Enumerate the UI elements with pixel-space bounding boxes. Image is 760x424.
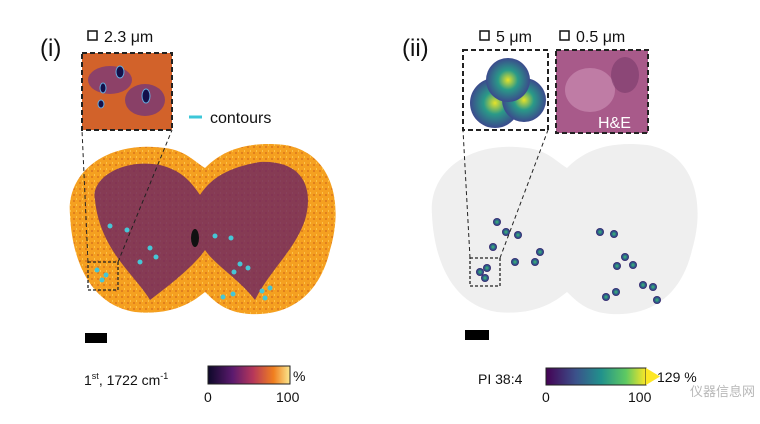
colorbar — [545, 367, 647, 386]
scale-bar — [465, 330, 489, 340]
he-scale: 0.5 μm — [576, 29, 625, 46]
tissue-section — [69, 129, 336, 315]
he-image: H&E — [555, 49, 649, 134]
panel-ii: (ii) 5 μm 0.5 μm H&E PI 38:4 129 % 0 — [402, 29, 698, 405]
inset-scale: 5 μm — [496, 29, 532, 46]
colorbar-extension — [646, 368, 660, 385]
colorbar — [207, 365, 291, 385]
legend-label: contours — [210, 110, 271, 127]
title-part: 1 — [84, 372, 92, 388]
scale-icon — [479, 30, 490, 41]
colorbar-over: 129 % — [657, 369, 697, 385]
colorbar-title: PI 38:4 — [478, 371, 523, 387]
tissue-section — [431, 129, 698, 315]
inset-scale: 2.3 μm — [104, 29, 153, 46]
panel-label: (i) — [40, 35, 61, 62]
colorbar-unit: % — [293, 368, 305, 384]
title-part: , 1722 cm — [99, 372, 160, 388]
title-part: -1 — [160, 371, 168, 381]
colorbar-max: 100 — [276, 389, 300, 405]
inset-image — [81, 52, 173, 131]
scale-icon — [87, 30, 98, 41]
scale-bar — [85, 333, 107, 343]
title-part: st — [92, 371, 100, 381]
inset-image — [462, 49, 549, 131]
watermark: 仪器信息网 — [690, 384, 755, 399]
panel-i: (i) 2.3 μm contours 1st, 1722 cm-1 % 0 1… — [40, 29, 336, 405]
scale-icon — [559, 30, 570, 41]
colorbar-min: 0 — [542, 389, 550, 405]
colorbar-max: 100 — [628, 389, 652, 405]
colorbar-title: 1st, 1722 cm-1 — [84, 371, 168, 388]
he-label: H&E — [598, 115, 631, 132]
panel-label: (ii) — [402, 35, 429, 62]
colorbar-min: 0 — [204, 389, 212, 405]
